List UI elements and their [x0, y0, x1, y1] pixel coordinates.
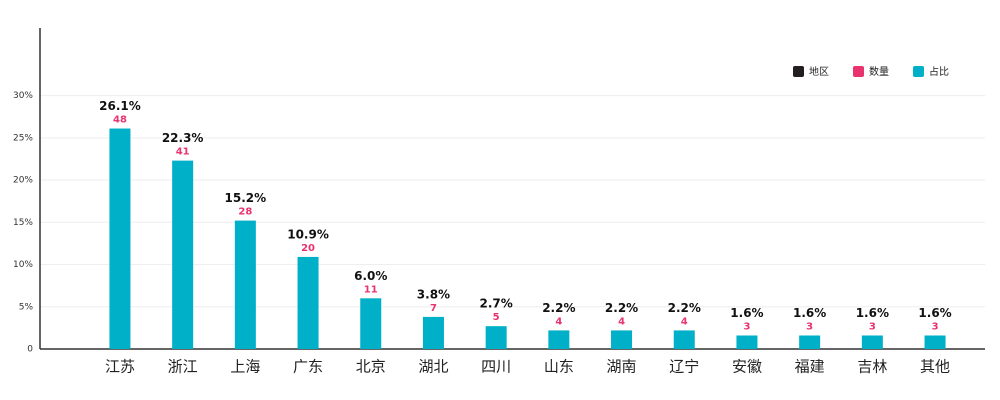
legend-swatch: [793, 66, 804, 77]
x-tick-label: 其他: [920, 358, 950, 376]
count-label: 4: [681, 316, 688, 327]
legend-label: 数量: [869, 65, 889, 78]
x-tick-label: 广东: [293, 358, 323, 376]
y-tick-label: 20%: [13, 176, 33, 186]
x-tick-label: 上海: [230, 358, 260, 376]
x-tick-label: 辽宁: [669, 358, 699, 376]
y-tick-label: 30%: [13, 91, 33, 101]
value-label: 1.6%: [793, 306, 826, 320]
value-label: 22.3%: [162, 131, 204, 145]
bar: [297, 256, 319, 349]
count-label: 3: [806, 321, 813, 332]
bar: [611, 330, 633, 349]
value-label: 2.2%: [668, 301, 701, 315]
x-tick-label: 湖北: [418, 358, 448, 376]
bar: [109, 128, 131, 349]
x-tick-label: 吉林: [857, 358, 887, 376]
count-label: 4: [555, 316, 562, 327]
bar: [234, 220, 256, 349]
value-label: 1.6%: [918, 306, 951, 320]
bar: [548, 330, 570, 349]
bar: [736, 335, 758, 349]
y-tick-label: 0: [27, 345, 33, 355]
bar: [673, 330, 695, 349]
legend-swatch: [853, 66, 864, 77]
value-label: 15.2%: [225, 191, 267, 205]
x-tick-label: 北京: [356, 358, 386, 376]
x-tick-label: 浙江: [168, 358, 198, 376]
bar: [360, 298, 382, 349]
legend-label: 占比: [929, 65, 949, 78]
value-label: 2.7%: [480, 297, 513, 311]
value-label: 2.2%: [542, 301, 575, 315]
value-label: 2.2%: [605, 301, 638, 315]
count-label: 3: [932, 321, 939, 332]
x-tick-label: 山东: [544, 358, 574, 376]
bar: [485, 326, 507, 349]
count-label: 20: [301, 243, 315, 254]
count-label: 3: [869, 321, 876, 332]
bar: [422, 316, 444, 349]
y-tick-label: 5%: [19, 302, 34, 312]
count-label: 4: [618, 316, 625, 327]
count-label: 3: [743, 321, 750, 332]
x-tick-label: 福建: [795, 358, 825, 376]
value-label: 6.0%: [354, 269, 387, 283]
x-tick-label: 湖南: [607, 358, 637, 376]
x-tick-label: 安徽: [732, 358, 762, 376]
legend-swatch: [913, 66, 924, 77]
value-label: 10.9%: [287, 227, 329, 241]
count-label: 5: [493, 312, 500, 323]
count-label: 28: [238, 207, 252, 218]
bar: [924, 335, 946, 349]
y-tick-label: 25%: [13, 133, 33, 143]
value-label: 1.6%: [856, 306, 889, 320]
value-label: 1.6%: [730, 306, 763, 320]
y-tick-label: 10%: [13, 260, 33, 270]
x-tick-label: 江苏: [105, 358, 135, 376]
count-label: 48: [113, 115, 127, 126]
y-tick-label: 15%: [13, 218, 33, 228]
x-tick-label: 四川: [481, 358, 511, 376]
bar: [861, 335, 883, 349]
legend-label: 地区: [809, 65, 829, 78]
count-label: 41: [176, 147, 190, 158]
value-label: 26.1%: [99, 99, 141, 113]
bar: [799, 335, 821, 349]
count-label: 11: [364, 284, 378, 295]
value-label: 3.8%: [417, 287, 450, 301]
bar: [172, 160, 194, 349]
count-label: 7: [430, 303, 437, 314]
